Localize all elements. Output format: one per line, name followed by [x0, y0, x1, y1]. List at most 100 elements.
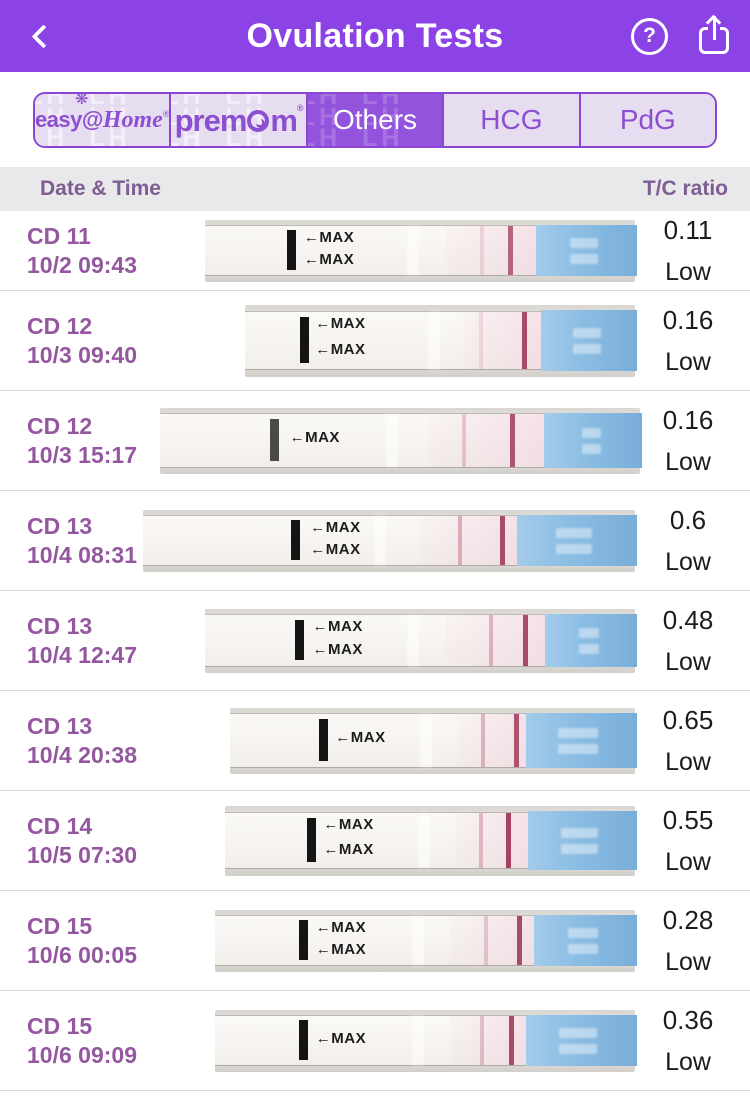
top-actions: ?	[631, 0, 732, 72]
test-strip-photo[interactable]: ←MAX ←MAX	[205, 608, 638, 673]
tab-others[interactable]: LH LH LH LH LH LH LH LH LH LH LH LH LH L…	[307, 94, 445, 146]
level-label: Low	[665, 847, 711, 876]
date-time: 10/4 20:38	[27, 741, 137, 768]
table-row[interactable]: CD 13 10/4 12:47 ←MAX ←MAX 0.48 Low	[0, 591, 750, 691]
test-strip-photo[interactable]: ←MAX ←MAX	[215, 1009, 638, 1072]
question-icon: ?	[643, 24, 656, 47]
test-strip-photo[interactable]: ←MAX ←MAX	[225, 805, 638, 876]
ratio-cell: 0.16 Low	[632, 291, 750, 390]
date-cell: CD 14 10/5 07:30	[0, 791, 205, 890]
level-label: Low	[665, 447, 711, 476]
strip-blue-handle	[525, 712, 638, 769]
ratio-cell: 0.36 Low	[632, 991, 750, 1090]
tc-ratio-value: 0.16	[662, 404, 714, 435]
tab-premom[interactable]: LH LH LH LH LH LH LH LH LH LH LH LH LH L…	[171, 94, 308, 146]
column-date-time: Date & Time	[40, 177, 161, 200]
max-line-mark	[295, 619, 305, 661]
strip-cell: ←MAX ←MAX	[160, 391, 643, 490]
test-strip: ←MAX ←MAX	[143, 514, 638, 567]
date-time: 10/3 09:40	[27, 341, 137, 368]
test-list: CD 11 10/2 09:43 ←MAX ←MAX 0.11 Low	[0, 211, 750, 1091]
date-time: 10/3 15:17	[27, 441, 137, 468]
level-label: Low	[665, 1047, 711, 1076]
control-line	[499, 516, 505, 565]
test-strip-photo[interactable]: ←MAX ←MAX	[205, 219, 638, 282]
control-line	[508, 226, 514, 275]
strip-blue-handle	[534, 914, 638, 967]
test-strip-photo[interactable]: ←MAX ←MAX	[230, 707, 638, 774]
tab-hcg-label: HCG	[480, 104, 543, 135]
share-button[interactable]	[696, 14, 732, 58]
table-row[interactable]: CD 15 10/6 09:09 ←MAX ←MAX 0.36 Low	[0, 991, 750, 1091]
tc-ratio-value: 0.48	[662, 604, 714, 635]
strip-cell: ←MAX ←MAX	[205, 891, 638, 990]
tc-ratio-value: 0.16	[662, 304, 714, 335]
control-line	[523, 615, 529, 666]
test-strip-photo[interactable]: ←MAX ←MAX	[245, 304, 637, 377]
test-strip-photo[interactable]: ←MAX ←MAX	[160, 407, 643, 474]
max-line-mark	[299, 1020, 308, 1060]
date-cell: CD 12 10/3 09:40	[0, 291, 205, 390]
table-row[interactable]: CD 15 10/6 00:05 ←MAX ←MAX 0.28 Low	[0, 891, 750, 991]
test-strip: ←MAX ←MAX	[205, 224, 638, 277]
test-strip: ←MAX ←MAX	[215, 914, 638, 967]
max-line-mark	[307, 817, 316, 863]
test-strip-photo[interactable]: ←MAX ←MAX	[143, 509, 638, 572]
ratio-cell: 0.55 Low	[632, 791, 750, 890]
ratio-cell: 0.11 Low	[632, 211, 750, 290]
table-row[interactable]: CD 12 10/3 15:17 ←MAX ←MAX 0.16 Low	[0, 391, 750, 491]
control-line	[521, 311, 527, 370]
strip-blue-handle	[544, 613, 638, 668]
max-label: ←MAX	[312, 617, 363, 635]
max-label: ←MAX	[335, 729, 386, 747]
test-line	[481, 714, 486, 767]
tab-hcg[interactable]: HCG	[444, 94, 581, 146]
date-time: 10/4 08:31	[27, 541, 137, 568]
cycle-day: CD 12	[27, 412, 93, 439]
test-strip-photo[interactable]: ←MAX ←MAX	[215, 909, 638, 972]
tab-easyathome[interactable]: LH LH LH LH LH LH LH LH LH LH LH LH LH L…	[35, 94, 172, 146]
tab-pdg[interactable]: PdG	[580, 94, 715, 146]
cycle-day: CD 14	[27, 812, 93, 839]
test-line	[479, 1016, 484, 1065]
table-row[interactable]: CD 13 10/4 20:38 ←MAX ←MAX 0.65 Low	[0, 691, 750, 791]
control-line	[510, 414, 516, 467]
date-time: 10/2 09:43	[27, 251, 137, 278]
ratio-cell: 0.28 Low	[632, 891, 750, 990]
cycle-day: CD 13	[27, 712, 93, 739]
help-button[interactable]: ?	[631, 17, 668, 55]
strip-cell: ←MAX ←MAX	[143, 491, 638, 590]
table-row[interactable]: CD 12 10/3 09:40 ←MAX ←MAX 0.16 Low	[0, 291, 750, 391]
level-label: Low	[665, 747, 711, 776]
strip-cell: ←MAX ←MAX	[205, 691, 638, 790]
strip-blue-handle	[528, 811, 638, 870]
ratio-cell: 0.48 Low	[632, 591, 750, 690]
control-line	[505, 812, 511, 869]
level-label: Low	[665, 647, 711, 676]
max-label: ←MAX	[310, 540, 361, 558]
premom-logo: prem m ®	[174, 102, 304, 138]
ratio-cell: 0.6 Low	[632, 491, 750, 590]
control-line	[509, 1016, 514, 1065]
level-label: Low	[665, 547, 711, 576]
test-line	[462, 414, 467, 467]
cycle-day: CD 11	[27, 222, 91, 249]
control-line	[513, 714, 519, 767]
cycle-day: CD 13	[27, 612, 93, 639]
max-label: ←MAX	[315, 940, 367, 958]
tab-others-label: Others	[333, 104, 418, 135]
table-row[interactable]: CD 13 10/4 08:31 ←MAX ←MAX 0.6 Low	[0, 491, 750, 591]
strip-blue-handle	[544, 412, 643, 469]
test-strip: ←MAX ←MAX	[160, 412, 643, 469]
table-row[interactable]: CD 11 10/2 09:43 ←MAX ←MAX 0.11 Low	[0, 211, 750, 291]
date-cell: CD 11 10/2 09:43	[0, 211, 205, 290]
date-time: 10/6 00:05	[27, 941, 137, 968]
max-line-mark	[290, 520, 300, 560]
test-strip: ←MAX ←MAX	[215, 1014, 638, 1067]
control-line	[517, 916, 523, 965]
max-line-mark	[299, 317, 309, 363]
max-label: ←MAX	[310, 518, 361, 536]
table-row[interactable]: CD 14 10/5 07:30 ←MAX ←MAX 0.55 Low	[0, 791, 750, 891]
tc-ratio-value: 0.28	[662, 904, 714, 935]
